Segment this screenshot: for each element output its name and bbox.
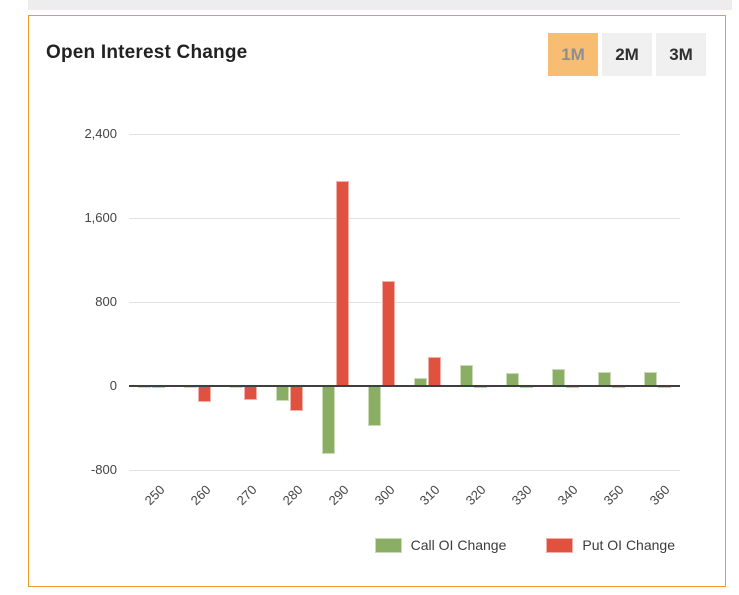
bar-put-280[interactable] <box>290 386 303 412</box>
x-axis-label-280: 280 <box>279 482 306 508</box>
chart-legend: Call OI Change Put OI Change <box>374 537 675 553</box>
zero-axis-line <box>129 385 680 387</box>
y-axis-label: -800 <box>90 462 117 477</box>
legend-item-put[interactable]: Put OI Change <box>546 537 675 553</box>
y-axis-label: 2,400 <box>84 126 117 141</box>
period-button-group: 1M 2M 3M <box>548 33 706 76</box>
bar-call-280[interactable] <box>276 386 289 401</box>
period-button-1m[interactable]: 1M <box>548 33 598 76</box>
page-title: Open Interest Change <box>46 42 248 63</box>
bar-put-290[interactable] <box>336 181 349 386</box>
y-axis-label: 0 <box>109 378 117 393</box>
x-axis-label-330: 330 <box>508 482 535 508</box>
bar-call-360[interactable] <box>644 371 657 386</box>
put-legend-swatch <box>546 537 574 553</box>
oi-change-chart: 2,400 1,600 800 0 -800 250 260 270 280 290 300 310 3… <box>29 16 727 588</box>
x-axis-label-350: 350 <box>600 482 627 508</box>
x-axis-label-290: 290 <box>325 482 352 508</box>
put-legend-label: Put OI Change <box>582 537 675 553</box>
x-axis-label-340: 340 <box>554 482 581 508</box>
x-axis-label-250: 250 <box>141 482 168 508</box>
bar-put-260[interactable] <box>198 386 211 402</box>
bar-put-300[interactable] <box>382 281 395 386</box>
top-strip <box>28 0 732 10</box>
call-legend-label: Call OI Change <box>410 537 507 553</box>
bar-call-350[interactable] <box>598 372 611 386</box>
x-axis-label-260: 260 <box>187 482 214 508</box>
x-axis-label-270: 270 <box>233 482 260 508</box>
bar-put-310[interactable] <box>428 356 441 386</box>
bar-put-270[interactable] <box>244 386 257 400</box>
gridline-y-1600 <box>129 218 680 219</box>
x-axis-label-320: 320 <box>462 482 489 508</box>
gridline-y-2400 <box>129 134 680 135</box>
x-axis-label-300: 300 <box>371 482 398 508</box>
legend-item-call[interactable]: Call OI Change <box>374 537 507 553</box>
bar-call-340[interactable] <box>552 369 565 386</box>
bar-call-290[interactable] <box>322 386 335 455</box>
bar-call-300[interactable] <box>368 386 381 426</box>
x-axis-label-360: 360 <box>646 482 673 508</box>
gridline-y-800 <box>129 302 680 303</box>
y-axis-label: 800 <box>95 294 117 309</box>
x-axis-label-310: 310 <box>416 482 443 508</box>
open-interest-card: Open Interest Change 1M 2M 3M 2,400 1,600… <box>28 15 726 587</box>
gridline-y--800 <box>129 470 680 471</box>
period-button-2m[interactable]: 2M <box>602 33 652 76</box>
period-button-3m[interactable]: 3M <box>656 33 706 76</box>
y-axis-label: 1,600 <box>84 210 117 225</box>
bar-call-320[interactable] <box>460 365 473 386</box>
call-legend-swatch <box>374 537 402 553</box>
